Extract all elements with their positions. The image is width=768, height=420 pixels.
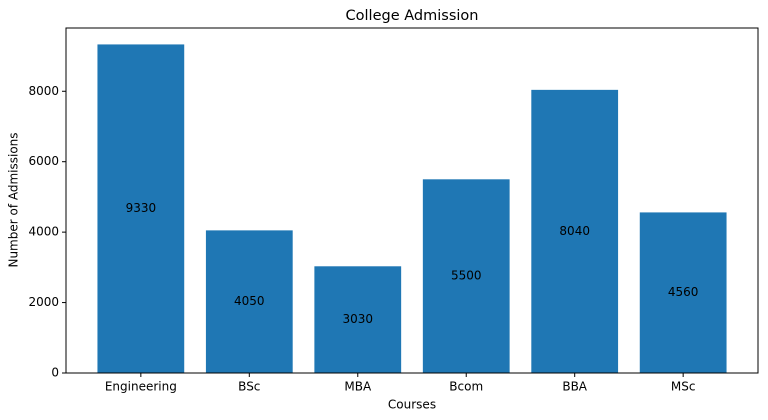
bar <box>314 266 402 373</box>
x-tick-label: BBA <box>562 380 587 394</box>
bar <box>97 44 185 374</box>
x-tick-label: Engineering <box>105 380 177 394</box>
x-tick-label: MBA <box>344 380 372 394</box>
data-label: 4050 <box>234 294 265 308</box>
bar <box>205 230 293 373</box>
chart-title: College Admission <box>346 8 479 24</box>
y-tick-label: 8000 <box>28 84 59 98</box>
y-axis-label: Number of Admissions <box>7 132 21 267</box>
bar <box>639 212 727 373</box>
data-label: 9330 <box>126 201 157 215</box>
data-label: 5500 <box>451 269 482 283</box>
y-tick-label: 6000 <box>28 154 59 168</box>
x-tick-label: MSc <box>671 380 696 394</box>
x-axis-label: Courses <box>388 398 436 412</box>
y-tick-label: 0 <box>51 366 59 380</box>
y-tick-label: 2000 <box>28 295 59 309</box>
plot-frame <box>65 27 759 374</box>
x-tick-label: BSc <box>238 380 260 394</box>
data-label: 3030 <box>342 312 373 326</box>
x-tick-label: Bcom <box>449 380 483 394</box>
data-label: 8040 <box>559 224 590 238</box>
y-tick-label: 4000 <box>28 225 59 239</box>
data-label: 4560 <box>668 285 699 299</box>
bar <box>531 89 619 373</box>
bar <box>422 179 510 373</box>
